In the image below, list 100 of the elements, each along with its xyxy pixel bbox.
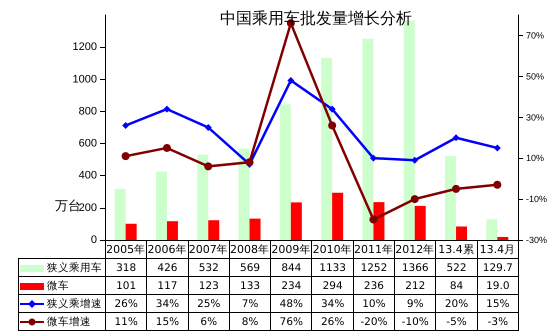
bar: [321, 58, 332, 240]
legend-label: 狭义乘增速: [18, 294, 106, 312]
point: [493, 180, 502, 189]
data-label: 76%: [270, 312, 312, 330]
y2-tick-label: 70%: [526, 30, 544, 40]
data-label: 48%: [270, 294, 312, 312]
data-label: -20%: [353, 312, 395, 330]
point: [287, 76, 294, 84]
bar: [114, 188, 126, 240]
data-label: -5%: [436, 312, 478, 330]
data-label: 133: [229, 276, 271, 294]
x-tick-label: 13.4月: [480, 243, 516, 256]
point: [369, 216, 378, 224]
data-label: 569: [229, 258, 271, 276]
bar: [290, 202, 302, 240]
bar: [456, 226, 468, 240]
data-label: 26%: [312, 312, 354, 330]
point: [494, 144, 501, 152]
bar: [208, 220, 220, 240]
data-label: 318: [106, 258, 147, 276]
y-tick-label: 800: [78, 105, 97, 118]
bar: [250, 218, 261, 240]
data-label: 26%: [106, 294, 147, 312]
y-tick-label: 1000: [72, 73, 97, 86]
data-label: 123: [188, 276, 230, 294]
point: [163, 106, 170, 113]
data-label: 34%: [146, 294, 188, 312]
data-label: 84: [436, 276, 478, 294]
y-axis-title: 万台: [55, 199, 81, 214]
point: [411, 156, 418, 164]
data-label: -10%: [394, 312, 436, 330]
data-label: 101: [106, 276, 147, 294]
y2-tick-label: 30%: [526, 112, 544, 122]
bar: [166, 221, 178, 240]
legend-label: 微车增速: [18, 312, 106, 330]
data-label: 7%: [229, 294, 271, 312]
y-tick-label: 0: [90, 234, 97, 246]
point: [204, 124, 212, 131]
bar: [445, 156, 456, 240]
y2-tick-label: -10%: [526, 194, 548, 204]
y-tick-label: 400: [78, 170, 97, 182]
x-tick-label: 13.4累: [438, 243, 474, 256]
data-label: 6%: [188, 312, 230, 330]
point: [122, 152, 130, 160]
point: [370, 154, 377, 162]
point: [452, 184, 460, 193]
bar: [238, 148, 250, 240]
data-label: 234: [270, 276, 312, 294]
chart-title: 中国乘用车批发量增长分析: [220, 8, 412, 28]
y-tick-label: 600: [78, 138, 97, 150]
data-label: 34%: [312, 294, 354, 312]
x-tick-label: 2012年: [395, 243, 434, 256]
x-tick-label: 2008年: [230, 243, 270, 256]
x-tick-label: 2007年: [188, 243, 228, 256]
bar: [126, 224, 137, 240]
legend-label: 狭义乘用车: [18, 258, 106, 276]
point: [246, 158, 254, 166]
x-tick-label: 2005年: [106, 243, 146, 256]
bar: [486, 219, 498, 240]
data-label: 19.0: [477, 276, 518, 294]
y-tick-label: 200: [78, 202, 97, 214]
y2-tick-label: 10%: [526, 153, 544, 164]
data-label: 129.7: [477, 258, 518, 276]
point: [452, 134, 460, 142]
data-label: 25%: [188, 294, 230, 312]
point: [328, 121, 336, 130]
data-label: 1133: [312, 258, 354, 276]
data-label: 10%: [353, 294, 395, 312]
data-label: -3%: [477, 312, 518, 330]
x-tick-label: 2009年: [271, 243, 310, 256]
data-label: 20%: [436, 294, 478, 312]
data-label: 212: [394, 276, 436, 294]
bar: [280, 104, 291, 240]
data-label: 236: [353, 276, 395, 294]
point: [122, 122, 130, 129]
data-label: 426: [146, 258, 188, 276]
bar: [332, 192, 344, 240]
data-label: 11%: [106, 312, 147, 330]
data-label: 532: [188, 258, 230, 276]
data-label: 844: [270, 258, 312, 276]
data-label: 294: [312, 276, 354, 294]
bar: [197, 154, 208, 240]
data-label: 8%: [229, 312, 271, 330]
x-tick-label: 2006年: [147, 243, 186, 256]
point: [162, 144, 171, 152]
legend-label: 微车: [18, 276, 106, 294]
data-label: 15%: [477, 294, 518, 312]
bar: [414, 206, 426, 240]
bar: [497, 236, 508, 240]
data-label: 522: [436, 258, 478, 276]
bar: [156, 172, 167, 240]
bar: [362, 38, 374, 240]
x-tick-label: 2010年: [312, 243, 352, 256]
point: [204, 162, 212, 170]
point: [328, 106, 336, 113]
y2-tick-label: -30%: [526, 235, 548, 245]
y2-tick-label: 50%: [526, 71, 544, 82]
data-label: 1252: [353, 258, 395, 276]
y-tick-label: 1200: [72, 41, 97, 54]
data-label: 15%: [146, 312, 188, 330]
